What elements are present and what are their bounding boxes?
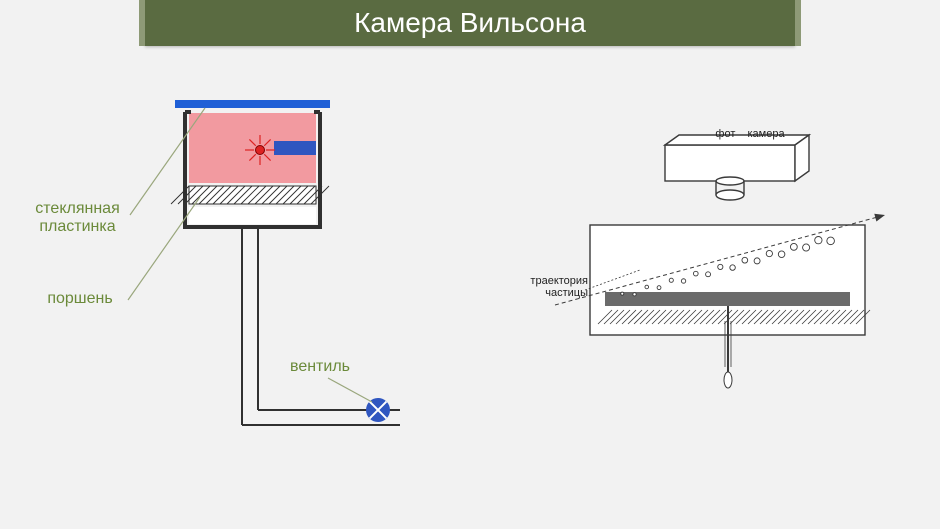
label-photo-camera: фот камера	[690, 128, 810, 140]
label-glass-plate-line1: стеклянная	[35, 200, 119, 217]
label-photo-camera-right: камера	[748, 128, 785, 140]
label-piston: поршень	[30, 290, 130, 308]
label-trajectory: траектория частицы	[508, 275, 588, 299]
label-trajectory-line1: траектория	[530, 275, 588, 287]
diagram-canvas	[0, 0, 940, 529]
label-glass-plate: стеклянная пластинка	[20, 200, 135, 237]
label-trajectory-line2: частицы	[545, 287, 588, 299]
label-glass-plate-line2: пластинка	[39, 218, 115, 235]
label-valve: вентиль	[275, 358, 365, 376]
label-photo-camera-left: фот	[715, 128, 735, 140]
